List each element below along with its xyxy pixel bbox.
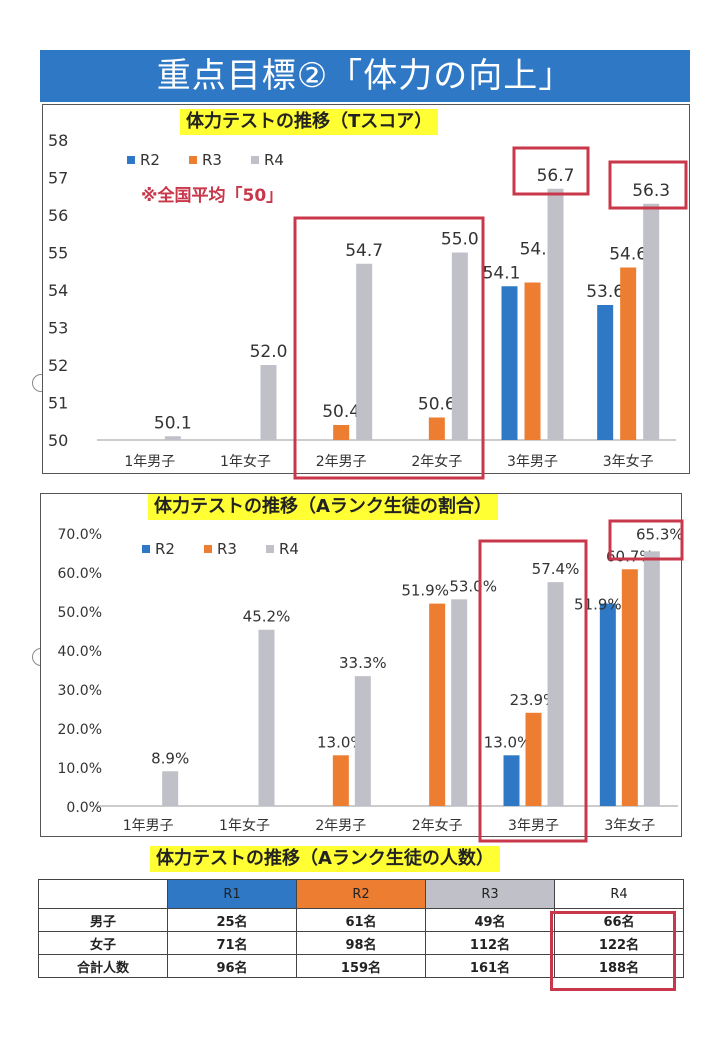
table-cell: 61名 bbox=[296, 908, 426, 932]
table-header-r1: R1 bbox=[167, 879, 297, 909]
table-cell: 161名 bbox=[425, 954, 555, 978]
table-cell: 188名 bbox=[554, 954, 684, 978]
table-cell: 98名 bbox=[296, 931, 426, 955]
table-cell: 112名 bbox=[425, 931, 555, 955]
table-header-r4: R4 bbox=[554, 879, 684, 909]
table-header-r2: R2 bbox=[296, 879, 426, 909]
table-header-r3: R3 bbox=[425, 879, 555, 909]
chart-tscore-title: 体力テストの推移（Tスコア） bbox=[180, 109, 439, 135]
table-row: 合計人数 96名 159名 161名 188名 bbox=[38, 954, 684, 978]
row-label: 女子 bbox=[38, 931, 168, 955]
arank-count-table: R1 R2 R3 R4 男子 25名 61名 49名 66名 女子 71名 98… bbox=[38, 879, 684, 978]
table-row: 女子 71名 98名 112名 122名 bbox=[38, 931, 684, 955]
row-label: 合計人数 bbox=[38, 954, 168, 978]
title-banner bbox=[40, 50, 690, 102]
chart-arank-frame bbox=[40, 493, 682, 837]
table-title: 体力テストの推移（Aランク生徒の人数） bbox=[150, 846, 500, 872]
table-row: 男子 25名 61名 49名 66名 bbox=[38, 908, 684, 932]
table-r4-highlight-frame bbox=[550, 911, 676, 991]
table-cell: 49名 bbox=[425, 908, 555, 932]
chart-arank-title: 体力テストの推移（Aランク生徒の割合） bbox=[148, 494, 498, 520]
table-cell: 96名 bbox=[167, 954, 297, 978]
table-header-row: R1 R2 R3 R4 bbox=[38, 879, 684, 909]
page-title: 重点目標②「体力の向上」 bbox=[156, 56, 574, 96]
table-cell: 71名 bbox=[167, 931, 297, 955]
table-cell: 122名 bbox=[554, 931, 684, 955]
table-cell: 25名 bbox=[167, 908, 297, 932]
chart-tscore-frame bbox=[42, 104, 690, 474]
table-cell: 159名 bbox=[296, 954, 426, 978]
table-header-blank bbox=[38, 879, 168, 909]
row-label: 男子 bbox=[38, 908, 168, 932]
arank-count-table-wrap: R1 R2 R3 R4 男子 25名 61名 49名 66名 女子 71名 98… bbox=[38, 879, 684, 978]
